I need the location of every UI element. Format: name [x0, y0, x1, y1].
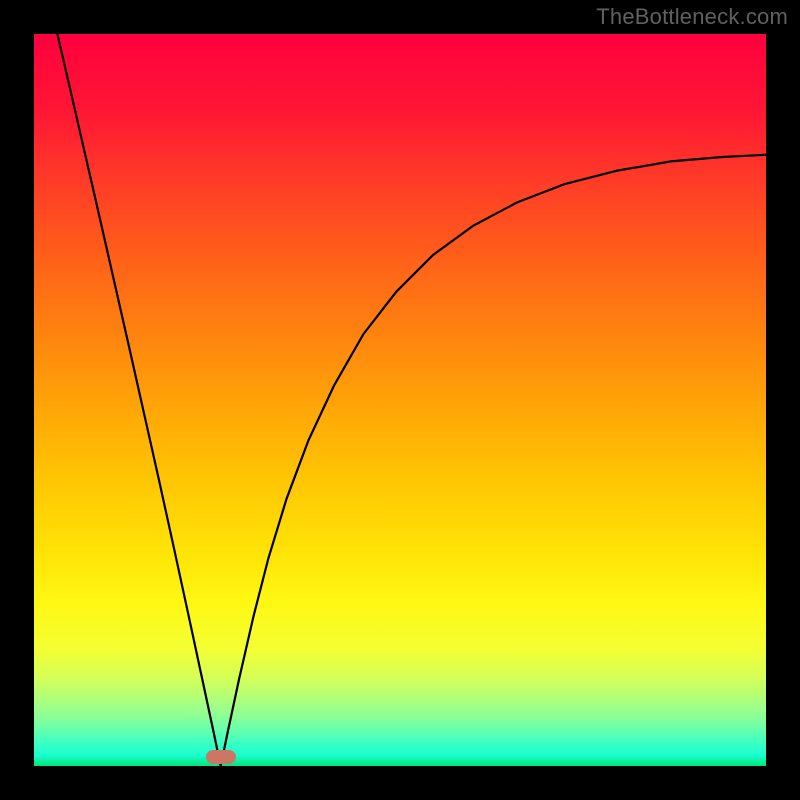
vertex-marker — [206, 750, 236, 764]
chart-svg — [34, 34, 766, 766]
gradient-background — [34, 34, 766, 766]
chart-outer-frame: TheBottleneck.com — [0, 0, 800, 800]
watermark-text: TheBottleneck.com — [596, 4, 788, 30]
plot-area — [34, 34, 766, 766]
